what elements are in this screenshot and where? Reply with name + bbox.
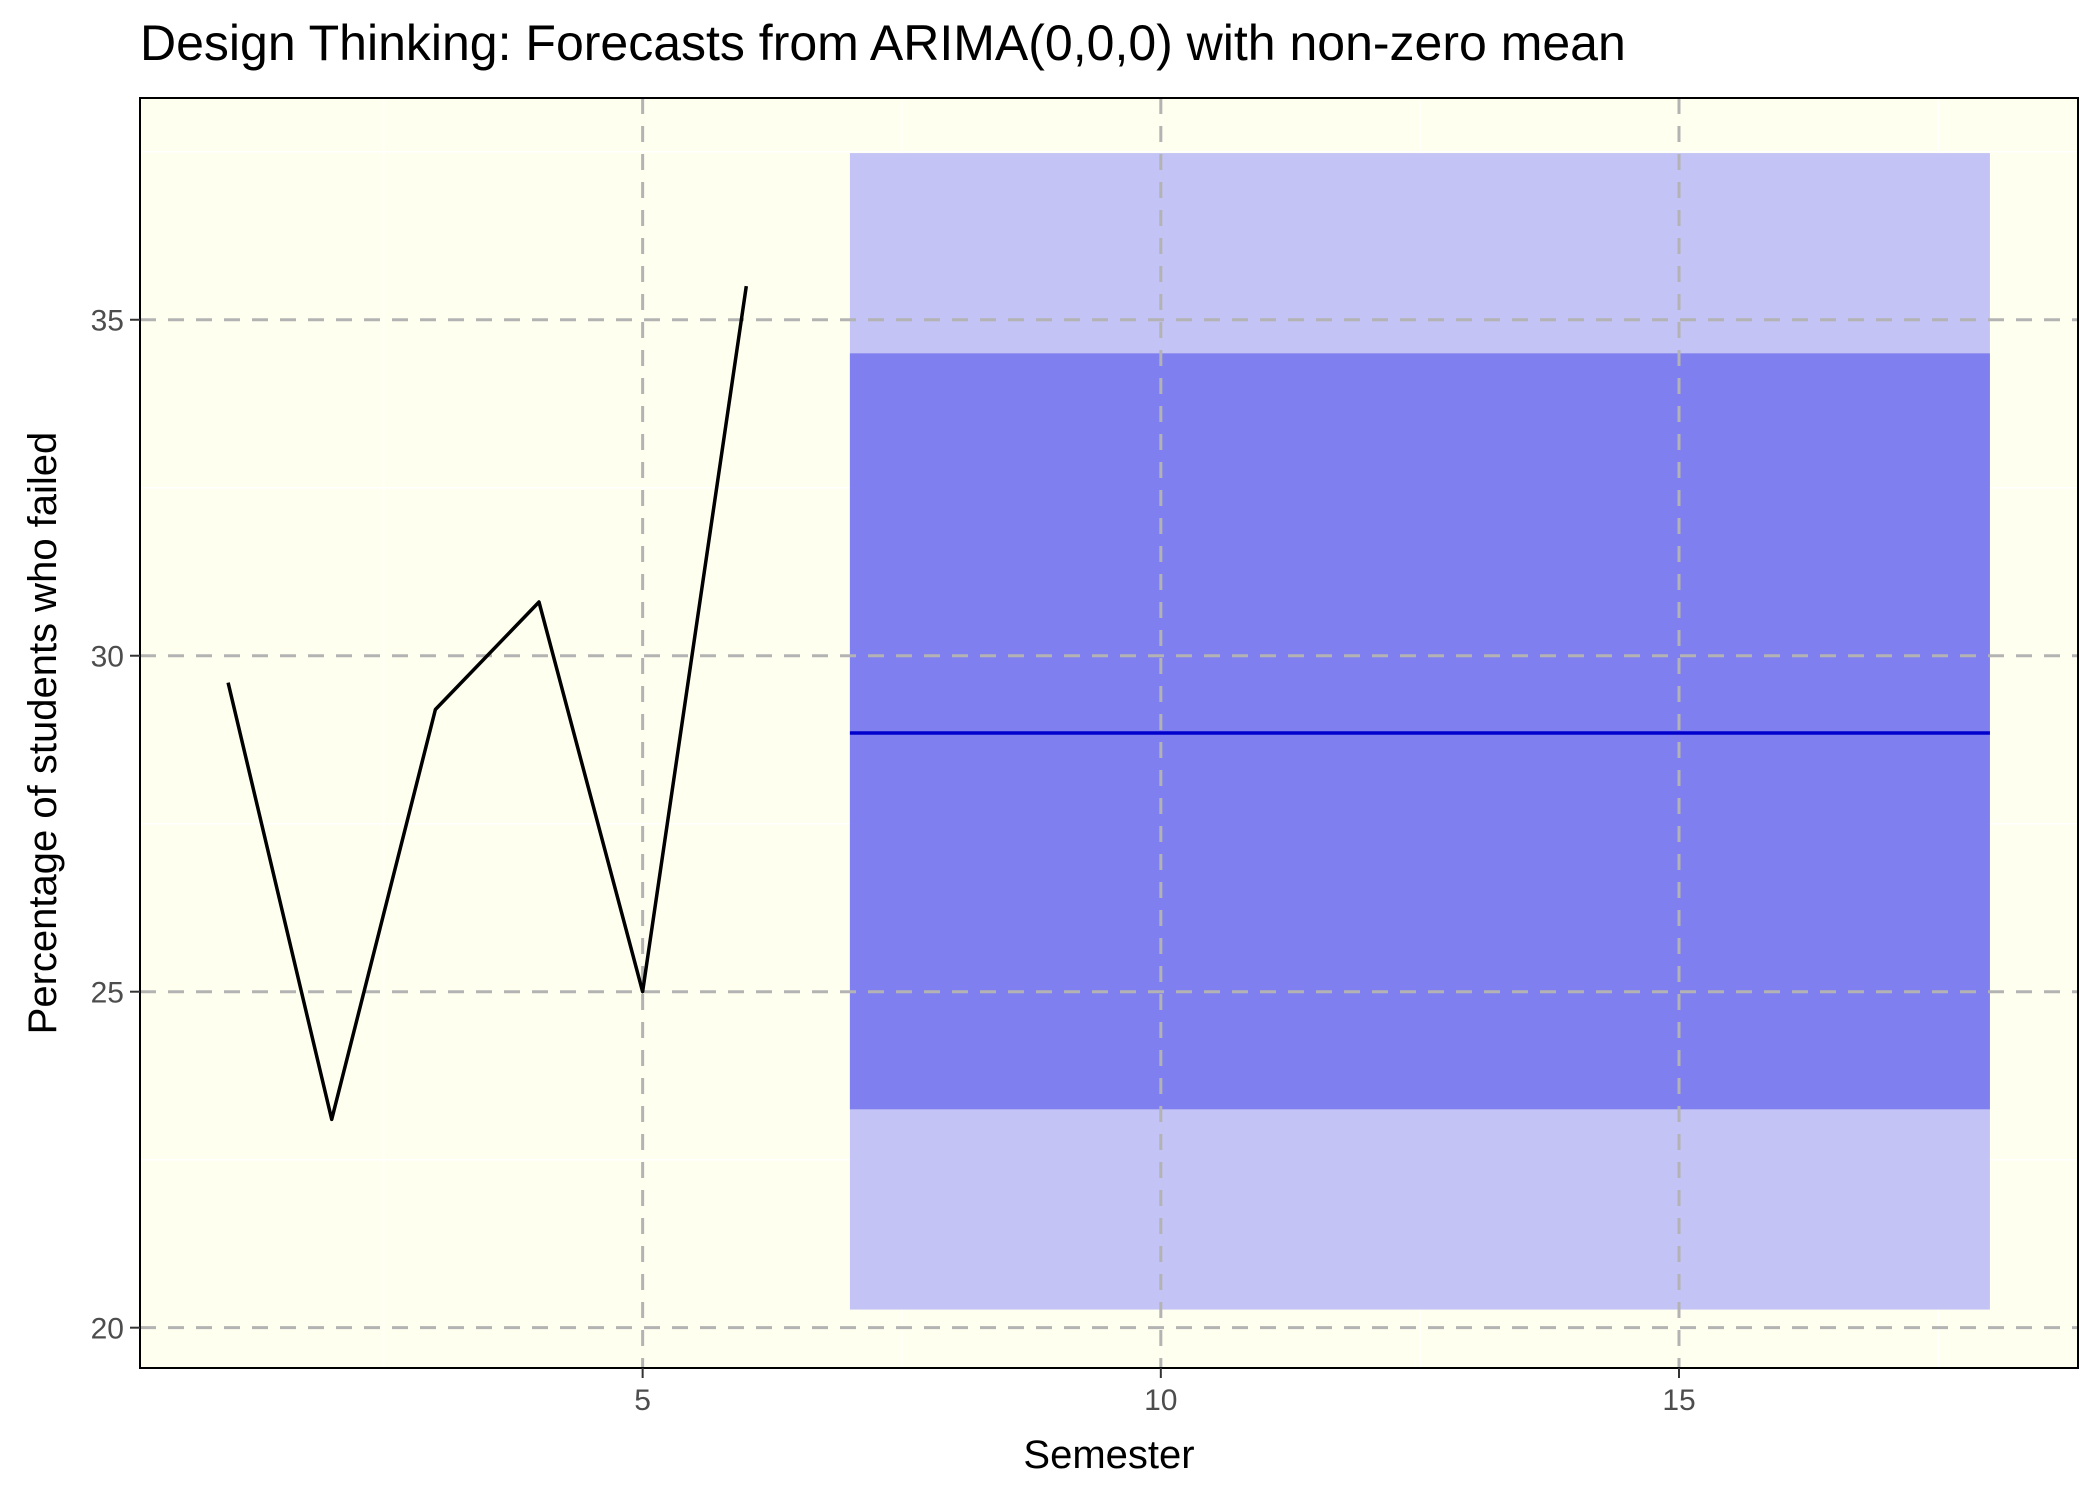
x-axis-ticks: 5 10 15 (634, 1368, 1696, 1417)
observed-series-line (226, 285, 749, 1122)
y-axis-ticks: 20 25 30 35 (91, 305, 140, 1346)
chart-title: Design Thinking: Forecasts from ARIMA(0,… (140, 15, 1626, 71)
y-tick-label: 35 (91, 305, 124, 338)
x-axis-label: Semester (1023, 1433, 1194, 1477)
y-tick-label: 25 (91, 977, 124, 1010)
plot-panel-border (139, 97, 2079, 1369)
y-tick-label: 20 (91, 1313, 124, 1346)
major-gridlines (140, 98, 2078, 1368)
x-tick-label: 15 (1662, 1384, 1695, 1417)
x-tick-label: 5 (634, 1384, 651, 1417)
y-axis-label: Percentage of students who failed (21, 432, 65, 1035)
y-tick-label: 30 (91, 641, 124, 674)
x-tick-label: 10 (1144, 1384, 1177, 1417)
